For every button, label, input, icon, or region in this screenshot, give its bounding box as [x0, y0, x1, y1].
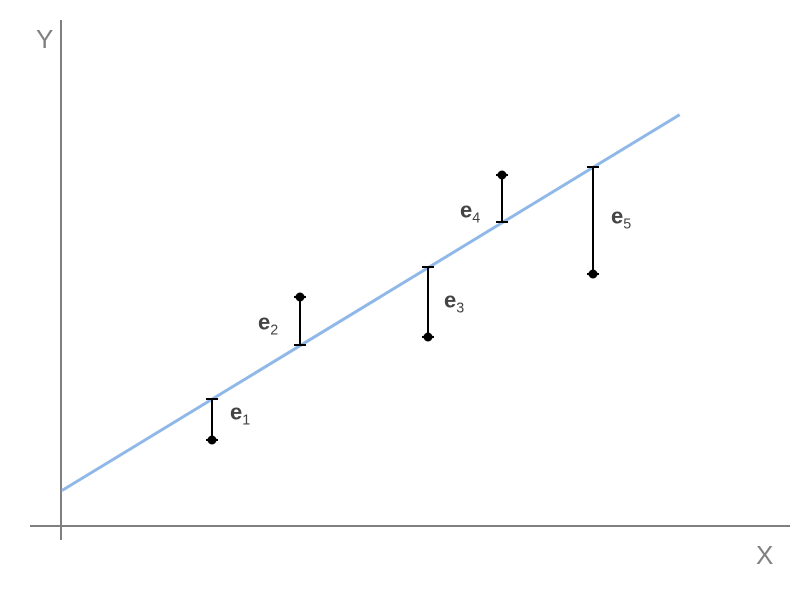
error-label: e3	[444, 287, 464, 316]
data-point	[498, 171, 507, 180]
data-point	[296, 293, 305, 302]
x-axis-label: X	[756, 540, 773, 571]
error-label: e5	[611, 203, 631, 232]
error-bar	[427, 267, 429, 337]
data-point	[589, 270, 598, 279]
error-bar	[592, 167, 594, 274]
x-axis	[30, 525, 790, 527]
regression-line	[61, 113, 681, 492]
error-bar-cap	[206, 398, 218, 400]
y-axis	[60, 20, 62, 540]
error-label: e1	[230, 399, 250, 428]
error-bar-cap	[422, 266, 434, 268]
residuals-chart: Y Xe1 e2 e3 e4 e5	[0, 0, 812, 597]
y-axis-label: Y	[36, 24, 53, 55]
error-bar-cap	[587, 166, 599, 168]
error-label: e4	[460, 197, 480, 226]
error-bar-cap	[496, 221, 508, 223]
error-bar-cap	[294, 344, 306, 346]
data-point	[424, 333, 433, 342]
error-bar	[501, 175, 503, 222]
error-bar	[299, 297, 301, 345]
data-point	[208, 436, 217, 445]
error-bar	[211, 399, 213, 440]
error-label: e2	[258, 309, 278, 338]
